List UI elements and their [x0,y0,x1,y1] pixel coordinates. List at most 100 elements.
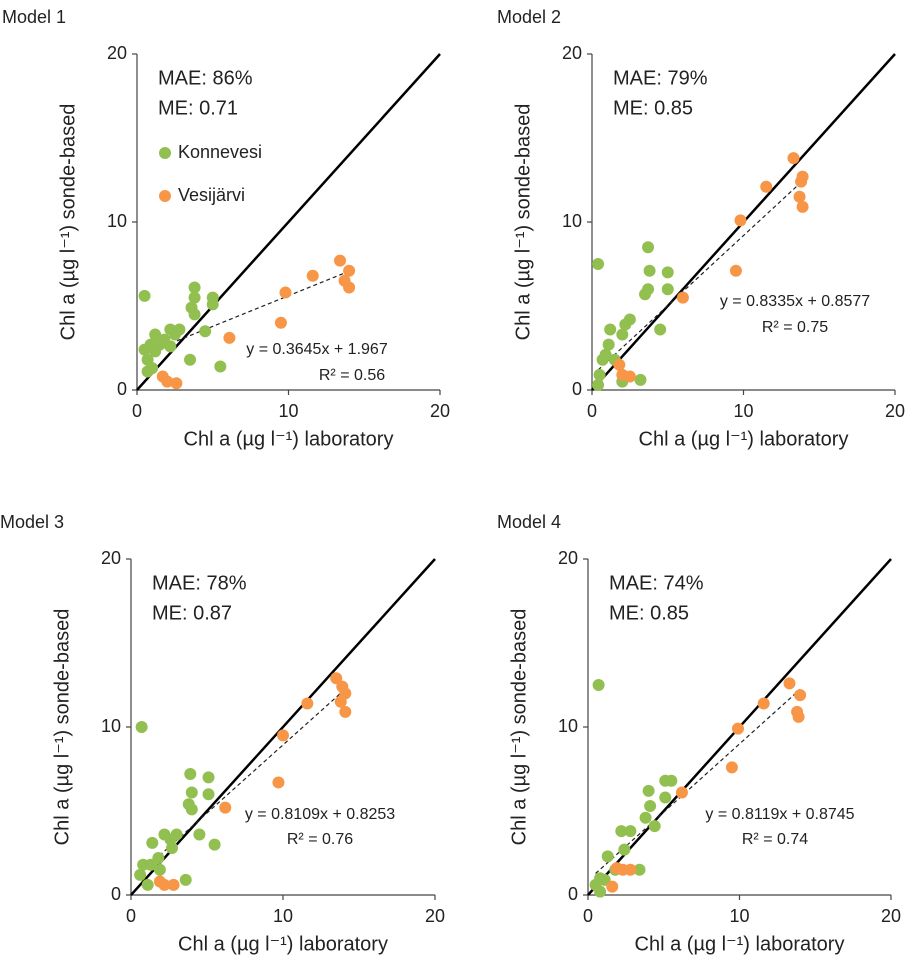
point [184,353,197,366]
point [336,680,349,693]
point [661,283,674,296]
x-tick-label: 10 [729,906,749,926]
point [592,258,605,270]
point [665,774,678,787]
equation: y = 0.8109x + 0.8253 [245,806,395,823]
point [199,325,212,338]
x-tick-label: 10 [278,401,298,421]
point [170,828,183,841]
point [734,214,747,227]
x-tick-label: 0 [126,906,136,926]
x-tick-label: 20 [430,401,450,421]
point [166,841,179,854]
point [185,803,198,816]
point [153,863,166,876]
point [135,721,148,733]
point [214,360,227,373]
point [634,373,647,386]
point [729,264,742,277]
chart-title: Model 4 [497,512,561,532]
point [642,283,655,296]
y-tick-label: 20 [562,43,582,63]
point [301,697,314,710]
equation: y = 0.8119x + 0.8745 [705,806,854,823]
y-axis-label: Chl a (µg l⁻¹) sonde-based [508,609,530,846]
point [202,771,215,784]
point [272,776,285,789]
y-tick-label: 10 [101,716,121,736]
x-tick-label: 20 [885,401,905,421]
y-tick-label: 0 [572,379,582,399]
point [793,190,806,203]
point [654,323,667,336]
point [208,838,221,851]
annotation: MAE: 78% [152,572,247,594]
y-tick-label: 20 [107,43,127,63]
point [141,878,154,891]
point [146,362,159,375]
point [343,264,356,277]
point [279,286,292,299]
point [725,761,738,774]
point [602,338,615,351]
equation: y = 0.8335x + 0.8577 [720,293,870,310]
x-tick-label: 0 [132,401,142,421]
point [146,836,159,849]
point [138,289,151,302]
point [599,348,612,361]
point [639,811,652,824]
point [642,241,655,254]
point [334,695,347,708]
annotation: MAE: 86% [158,67,253,89]
point [796,200,809,213]
point [161,375,174,388]
legend-label: Vesijärvi [178,185,245,205]
point [594,885,607,898]
point [795,175,808,188]
y-tick-label: 10 [562,211,582,231]
r-squared: R² = 0.76 [287,831,353,848]
point [193,828,206,841]
annotation: MAE: 79% [613,67,708,89]
x-axis-label: Chl a (µg l⁻¹) laboratory [178,933,388,955]
point [173,323,186,336]
point [188,291,201,304]
point [616,328,629,341]
point [277,729,289,742]
point [604,323,617,336]
r-squared: R² = 0.75 [762,319,828,336]
point [274,316,287,329]
point [623,313,636,326]
point [223,331,236,344]
y-axis-label: Chl a (µg l⁻¹) sonde-based [512,104,534,341]
chart-title: Model 3 [0,512,64,532]
point [592,378,605,391]
y-tick-label: 0 [568,884,578,904]
point [592,679,605,691]
point [613,358,626,371]
point [642,784,655,797]
trend-line [595,688,801,874]
point [659,791,672,804]
x-tick-label: 10 [733,401,753,421]
one-to-one-line [136,53,441,391]
x-axis-label: Chl a (µg l⁻¹) laboratory [184,428,394,450]
trend-line [144,270,350,355]
point [134,868,147,881]
point [170,377,183,390]
point [306,269,319,282]
x-tick-label: 20 [881,906,901,926]
point [760,180,773,193]
x-tick-label: 0 [583,906,593,926]
point [794,689,807,702]
point [219,801,232,814]
y-tick-label: 10 [107,211,127,231]
x-axis-label: Chl a (µg l⁻¹) laboratory [635,933,845,955]
equation: y = 0.3645x + 1.967 [246,341,388,358]
point [644,799,657,812]
point [206,291,219,304]
x-axis-label: Chl a (µg l⁻¹) laboratory [639,428,849,450]
point [618,843,631,856]
point [164,323,177,336]
point [185,786,198,799]
